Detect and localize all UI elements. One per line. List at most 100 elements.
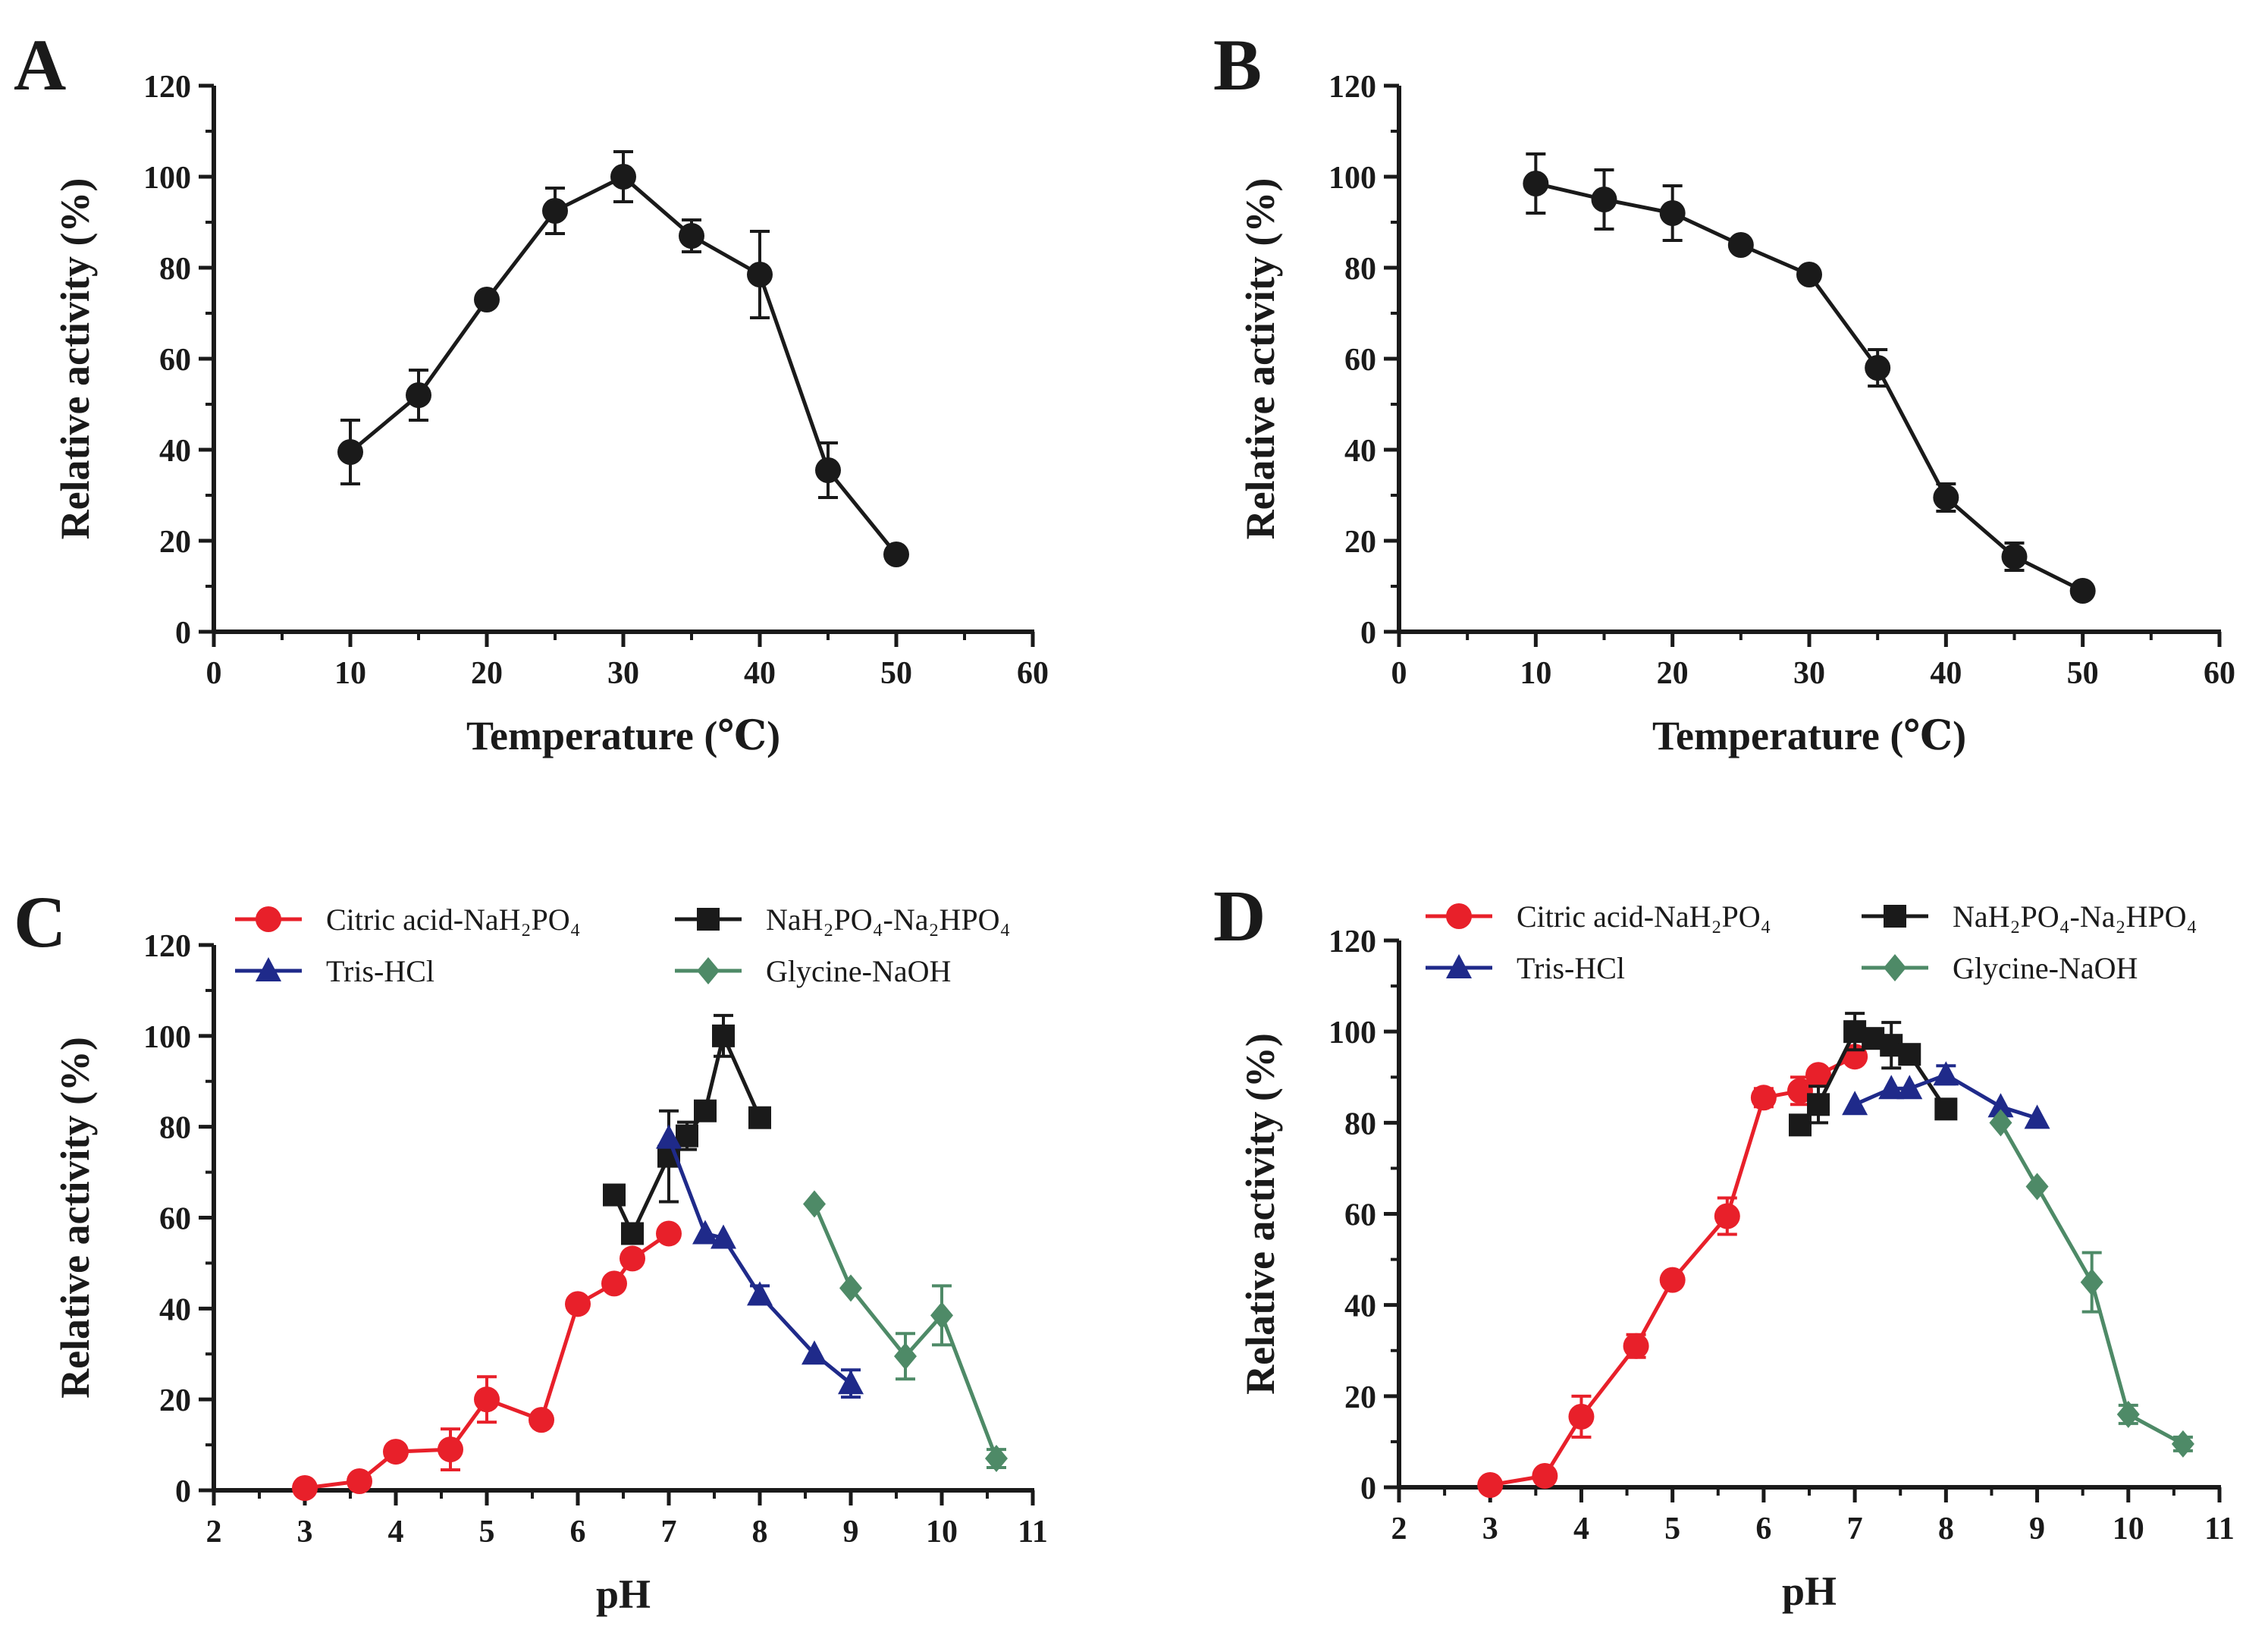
data-point bbox=[1659, 200, 1686, 226]
series-line bbox=[812, 1203, 999, 1459]
legend-marker bbox=[256, 957, 281, 981]
legend-item: Citric acid-NaH₂PO₄ bbox=[235, 903, 581, 937]
legend: Citric acid-NaH₂PO₄ NaH₂PO₄-Na₂HPO₄ Tris-H… bbox=[235, 903, 1010, 988]
data-point bbox=[2116, 1400, 2140, 1428]
data-point bbox=[1623, 1333, 1649, 1359]
data-point bbox=[1568, 1403, 1595, 1430]
data-point bbox=[1659, 1267, 1686, 1293]
x-tick-label: 20 bbox=[1657, 656, 1689, 691]
data-point bbox=[601, 1270, 627, 1297]
y-axis-title: Relative activity (%) bbox=[1238, 178, 1283, 540]
y-axis-title: Relative activity (%) bbox=[52, 178, 98, 540]
data-point bbox=[1714, 1203, 1740, 1229]
data-point bbox=[676, 1124, 698, 1148]
data-point bbox=[1788, 1113, 1812, 1137]
legend-label: Tris-HCl bbox=[326, 954, 434, 988]
chart-panel-b: B 0 10 20 30 40 50 60 0 20 40 60 80 100 120 Temperature… bbox=[1213, 24, 2235, 758]
y-tick-label: 120 bbox=[143, 70, 191, 105]
y-tick-label: 0 bbox=[1360, 1471, 1376, 1506]
legend-item: Citric acid-NaH₂PO₄ bbox=[1426, 899, 1771, 934]
legend-marker bbox=[1884, 954, 1906, 981]
y-tick-label: 100 bbox=[1328, 161, 1376, 196]
data-point bbox=[747, 262, 773, 287]
x-tick-label: 20 bbox=[471, 656, 503, 691]
x-tick-label: 50 bbox=[880, 656, 912, 691]
chart-panel-a: A 0 10 20 30 40 50 60 0 20 40 60 80 100 120 Temperature… bbox=[14, 24, 1049, 758]
x-tick-label: 8 bbox=[752, 1515, 768, 1549]
data-point bbox=[883, 542, 909, 567]
data-point bbox=[748, 1106, 771, 1129]
data-point bbox=[2069, 578, 2096, 604]
data-point bbox=[2024, 1104, 2050, 1129]
legend-label: NaH₂PO₄-Na₂HPO₄ bbox=[1953, 899, 2197, 934]
y-tick-label: 120 bbox=[1328, 925, 1376, 959]
data-point bbox=[620, 1245, 645, 1272]
data-point bbox=[679, 223, 704, 249]
x-tick-label: 11 bbox=[1018, 1515, 1048, 1549]
x-axis-title: Temperature (℃) bbox=[1652, 713, 1966, 758]
x-axis-title: pH bbox=[1782, 1568, 1837, 1614]
series-tris-hcl bbox=[656, 1124, 864, 1399]
x-tick-label: 10 bbox=[1520, 656, 1551, 691]
series-line bbox=[349, 174, 898, 556]
series-glycine-naoh bbox=[803, 1190, 1008, 1473]
y-tick-label: 80 bbox=[159, 252, 191, 287]
series-data bbox=[1523, 152, 2096, 604]
data-point bbox=[894, 1342, 917, 1370]
data-point bbox=[712, 1024, 735, 1047]
y-tick-label: 60 bbox=[1344, 343, 1376, 378]
data-point bbox=[711, 1224, 736, 1249]
x-tick-label: 10 bbox=[334, 656, 366, 691]
data-point bbox=[838, 1370, 864, 1395]
series-tris-hcl bbox=[1842, 1061, 2050, 1129]
data-point bbox=[694, 1099, 717, 1122]
x-tick-label: 10 bbox=[2113, 1512, 2144, 1546]
legend-marker bbox=[697, 957, 720, 984]
y-tick-label: 60 bbox=[159, 343, 191, 378]
panel-label: C bbox=[14, 881, 66, 962]
x-tick-label: 30 bbox=[607, 656, 639, 691]
y-axis-title: Relative activity (%) bbox=[52, 1037, 98, 1399]
data-point bbox=[292, 1475, 318, 1502]
data-point bbox=[2080, 1268, 2103, 1296]
data-point bbox=[801, 1340, 827, 1365]
data-point bbox=[2025, 1173, 2049, 1201]
data-point bbox=[1532, 1462, 1558, 1489]
data-point bbox=[1805, 1062, 1832, 1088]
x-tick-label: 50 bbox=[2067, 656, 2099, 691]
data-point bbox=[603, 1183, 626, 1207]
data-point bbox=[839, 1274, 862, 1302]
series-line bbox=[304, 1232, 670, 1490]
data-point bbox=[406, 382, 431, 408]
x-tick-label: 0 bbox=[206, 656, 222, 691]
data-point bbox=[1477, 1471, 1504, 1498]
x-tick-label: 8 bbox=[1938, 1512, 1954, 1546]
data-point bbox=[1878, 1075, 1905, 1100]
x-tick-label: 7 bbox=[661, 1515, 677, 1549]
x-tick-label: 3 bbox=[297, 1515, 313, 1549]
legend-item: Tris-HCl bbox=[1426, 951, 1625, 985]
x-tick-label: 10 bbox=[926, 1515, 958, 1549]
chart-panel-c: C 2 3 4 5 6 7 8 9 10 11 0 20 40 60 80 100 120 pH Relative a… bbox=[14, 881, 1048, 1617]
x-axis-title: pH bbox=[596, 1571, 651, 1617]
data-point bbox=[438, 1436, 463, 1463]
series-citric-acid-nah-po- bbox=[292, 1220, 682, 1502]
data-point bbox=[656, 1124, 682, 1149]
data-point bbox=[474, 1386, 500, 1413]
x-tick-label: 9 bbox=[2029, 1512, 2045, 1546]
data-point bbox=[565, 1291, 591, 1317]
x-tick-label: 5 bbox=[1664, 1512, 1680, 1546]
x-tick-label: 7 bbox=[1847, 1512, 1863, 1546]
data-point bbox=[1523, 171, 1549, 196]
x-axis-title: Temperature (℃) bbox=[466, 713, 780, 758]
y-tick-label: 0 bbox=[175, 1474, 191, 1509]
data-point bbox=[1989, 1109, 2012, 1137]
legend-item: NaH₂PO₄-Na₂HPO₄ bbox=[1862, 899, 2197, 934]
y-tick-label: 0 bbox=[1360, 616, 1376, 651]
legend-marker bbox=[1446, 903, 1472, 929]
data-point bbox=[383, 1439, 409, 1465]
data-point bbox=[1750, 1085, 1777, 1111]
y-tick-label: 20 bbox=[159, 1383, 191, 1418]
series-line bbox=[667, 1137, 852, 1386]
